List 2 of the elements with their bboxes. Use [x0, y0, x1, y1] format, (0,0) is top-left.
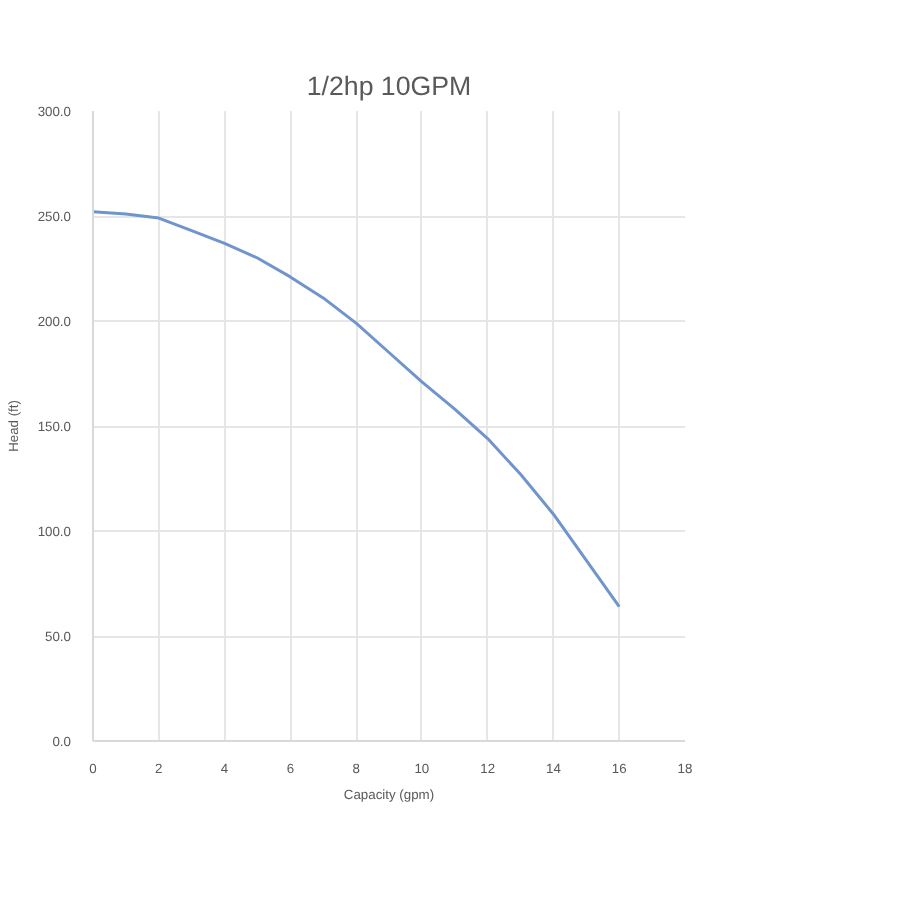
- line-series: [93, 210, 621, 609]
- chart-title: 1/2hp 10GPM: [306, 71, 472, 101]
